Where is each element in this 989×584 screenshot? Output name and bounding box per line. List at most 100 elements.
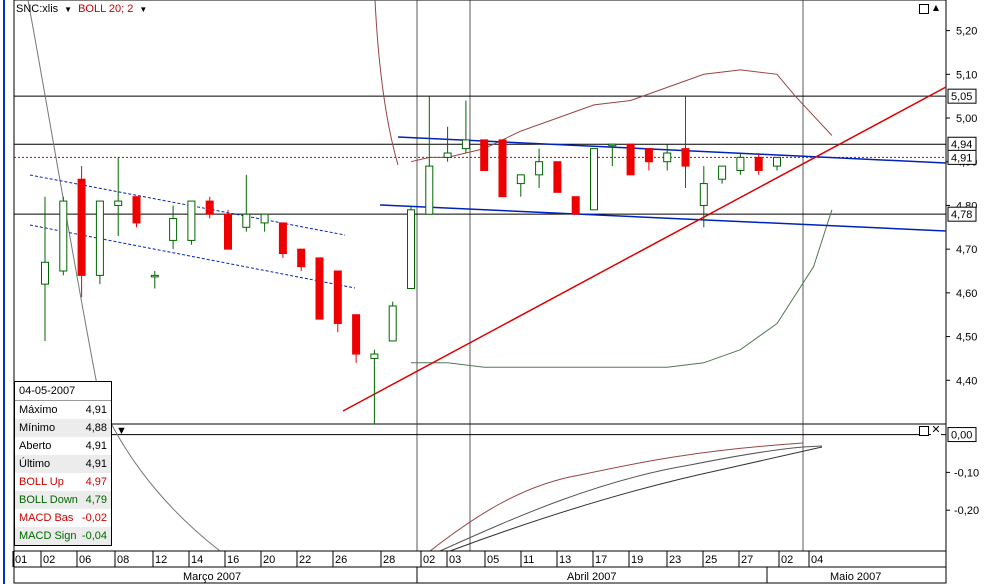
candle (224, 209, 232, 250)
candle (535, 148, 544, 188)
x-day-label: 17 (595, 554, 607, 566)
candle (681, 96, 690, 188)
candle (516, 174, 525, 197)
candle (333, 270, 342, 333)
x-day-label: 16 (227, 554, 239, 566)
data-window-row: Aberto 4,91 (15, 437, 111, 455)
y-tick-label: 4,70 (956, 244, 977, 256)
candle-body (480, 139, 489, 171)
candle (425, 96, 434, 215)
data-window-row: MACD Sign -0,04 (15, 527, 111, 545)
candle-body (571, 196, 580, 215)
x-axis-days (13, 550, 947, 568)
candle (736, 152, 745, 175)
candle-body (169, 218, 178, 241)
data-window-label: Mínimo (19, 422, 56, 434)
candle-body (370, 353, 379, 359)
x-day-label: 02 (781, 554, 793, 566)
x-day-label: 20 (263, 554, 275, 566)
candle-body (114, 200, 123, 206)
candle (59, 196, 68, 276)
candle (77, 166, 86, 298)
x-day-label: 19 (631, 554, 643, 566)
candle (260, 213, 269, 232)
y-tick-label: 5,10 (956, 69, 977, 81)
price-pane (13, 0, 947, 425)
price-level-label: 4,91 (951, 152, 972, 164)
candle-body (95, 200, 104, 276)
price-level-box (947, 88, 977, 104)
candle-body (535, 161, 544, 176)
data-window-value: 4,79 (85, 494, 107, 506)
candle-body (681, 148, 690, 167)
candle-body (224, 213, 232, 250)
candle (773, 156, 781, 171)
chart-header: SNC:xlis ▼ BOLL 20; 2 ▼ (16, 3, 147, 15)
macd-pane-controls: ✕ (919, 423, 941, 436)
x-month-label: Março 2007 (183, 571, 241, 583)
data-window-value: -0,04 (81, 530, 107, 542)
data-window-row: Último 4,91 (15, 455, 111, 473)
candle (315, 257, 324, 320)
candle (114, 157, 123, 237)
chevron-down-icon[interactable]: ▼ (64, 4, 73, 14)
candle-body (205, 200, 214, 215)
candle (480, 139, 489, 171)
candle (461, 100, 470, 153)
candle-body (773, 156, 781, 167)
candle (278, 222, 287, 258)
candle-body (41, 261, 49, 285)
data-window-row: Máximo 4,91 (15, 401, 111, 419)
data-window-value: 4,91 (85, 458, 107, 470)
x-day-label: 01 (15, 554, 27, 566)
candle (95, 200, 104, 285)
x-day-label: 25 (705, 554, 717, 566)
macd-tick-label: -0,10 (954, 467, 979, 479)
price-level-label: 5,05 (951, 91, 972, 103)
candle (663, 144, 672, 171)
symbol-label[interactable]: SNC:xlis (16, 3, 59, 15)
candle-body (297, 248, 306, 268)
scroll-up-icon[interactable]: ▲ (931, 3, 941, 14)
candle-body (333, 270, 342, 324)
x-day-label: 28 (383, 554, 395, 566)
macd-histogram-line (449, 446, 823, 552)
candle (187, 200, 196, 245)
close-icon[interactable]: ✕ (931, 423, 941, 436)
candle-body (663, 152, 672, 163)
indicator-label[interactable]: BOLL 20; 2 (78, 3, 134, 15)
candle (242, 174, 251, 232)
chevron-down-icon[interactable]: ▼ (139, 4, 148, 14)
x-day-label: 02 (43, 554, 55, 566)
candle (407, 205, 415, 289)
candle-body (388, 305, 397, 342)
candle (297, 248, 306, 272)
data-window-value: 4,97 (85, 476, 107, 488)
candle-body (278, 222, 287, 255)
candle-body (242, 213, 251, 228)
data-window-label: MACD Bas (19, 512, 74, 524)
candle-body (608, 143, 617, 147)
candle-body (260, 213, 269, 224)
x-day-label: 04 (811, 554, 823, 566)
candle (718, 165, 727, 184)
candle (699, 166, 708, 228)
x-month-label: Abril 2007 (567, 571, 617, 583)
price-level-label: 4,94 (951, 139, 972, 151)
x-axis-months (13, 566, 947, 584)
data-window-row: Mínimo 4,88 (15, 419, 111, 437)
candle-body (553, 161, 562, 193)
y-tick-label: 5,00 (956, 113, 977, 125)
candle (754, 152, 763, 175)
data-window-label: MACD Sign (19, 530, 77, 542)
maximize-icon[interactable] (919, 4, 929, 14)
x-day-label: 27 (741, 554, 753, 566)
candle (370, 349, 379, 424)
data-window-row: MACD Bas -0,02 (15, 509, 111, 527)
candle (443, 126, 452, 162)
maximize-icon[interactable] (919, 426, 929, 436)
candle-body (718, 165, 727, 180)
channel-line-lower (379, 204, 947, 232)
data-window-value: 4,91 (85, 404, 107, 416)
